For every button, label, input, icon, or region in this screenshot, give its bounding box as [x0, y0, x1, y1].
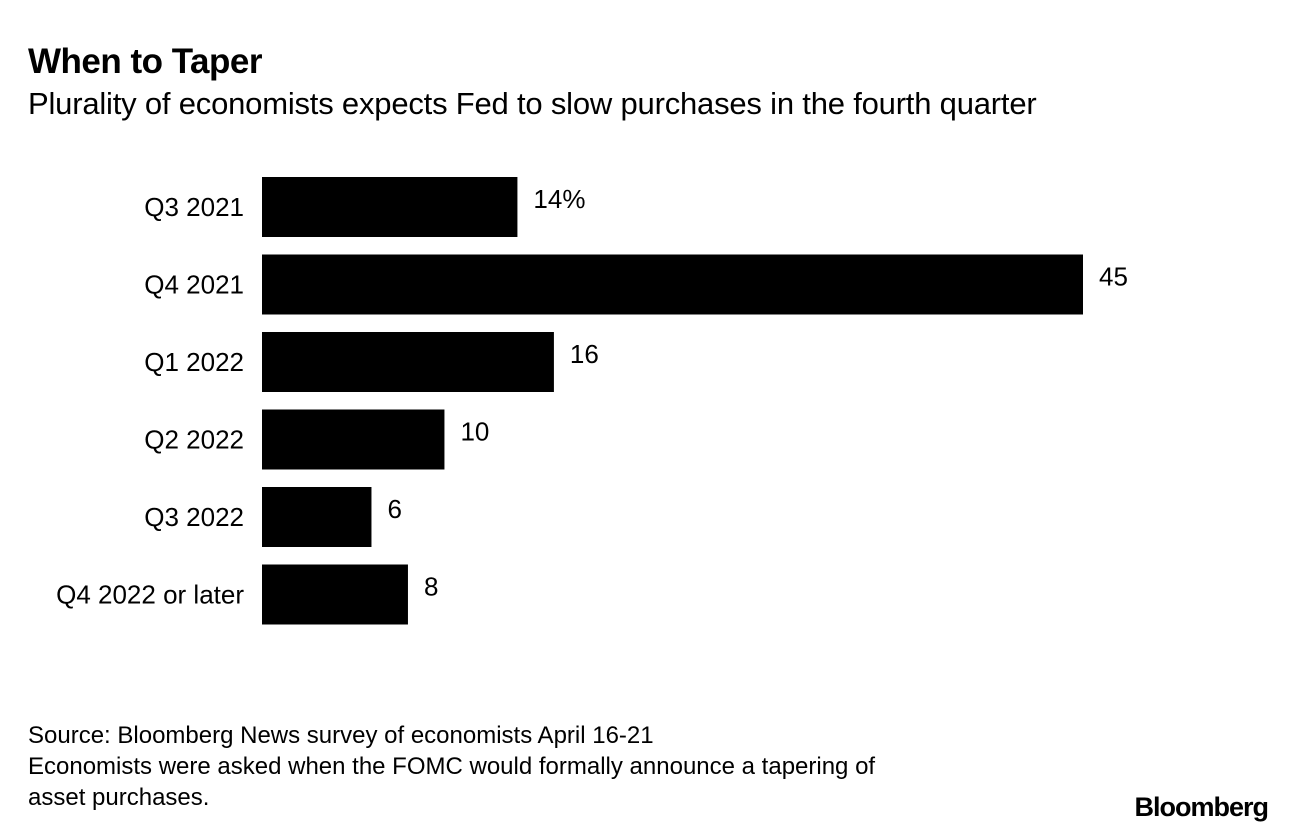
bloomberg-logo: Bloomberg	[1134, 792, 1269, 822]
bar	[262, 177, 518, 237]
value-label: 16	[570, 339, 599, 369]
bar	[262, 409, 445, 470]
note-line-1: Economists were asked when the FOMC woul…	[28, 753, 876, 780]
value-label: 10	[460, 417, 489, 447]
category-label: Q4 2022 or later	[56, 580, 244, 610]
bar	[262, 487, 372, 547]
chart-subtitle: Plurality of economists expects Fed to s…	[28, 86, 1037, 121]
category-label: Q4 2021	[144, 270, 244, 300]
bar	[262, 564, 408, 625]
bar-chart: Q3 2021 14% Q4 2021 45 Q1 2022 16 Q2 2022 10 Q3 …	[56, 177, 1128, 625]
note-line-2: asset purchases.	[28, 784, 210, 811]
chart-source-note: Source: Bloomberg News survey of economi…	[28, 720, 875, 813]
bar	[262, 254, 1083, 315]
category-label: Q3 2022	[144, 502, 244, 532]
bar	[262, 332, 554, 392]
category-label: Q3 2021	[144, 192, 244, 222]
value-label: 45	[1099, 262, 1128, 292]
chart-title: When to Taper	[28, 42, 262, 81]
value-label: 8	[424, 572, 438, 602]
source-line: Source: Bloomberg News survey of economi…	[28, 722, 654, 749]
value-label: 6	[387, 494, 401, 524]
category-label: Q1 2022	[144, 347, 244, 377]
category-label: Q2 2022	[144, 425, 244, 455]
value-label: 14%	[533, 184, 585, 214]
